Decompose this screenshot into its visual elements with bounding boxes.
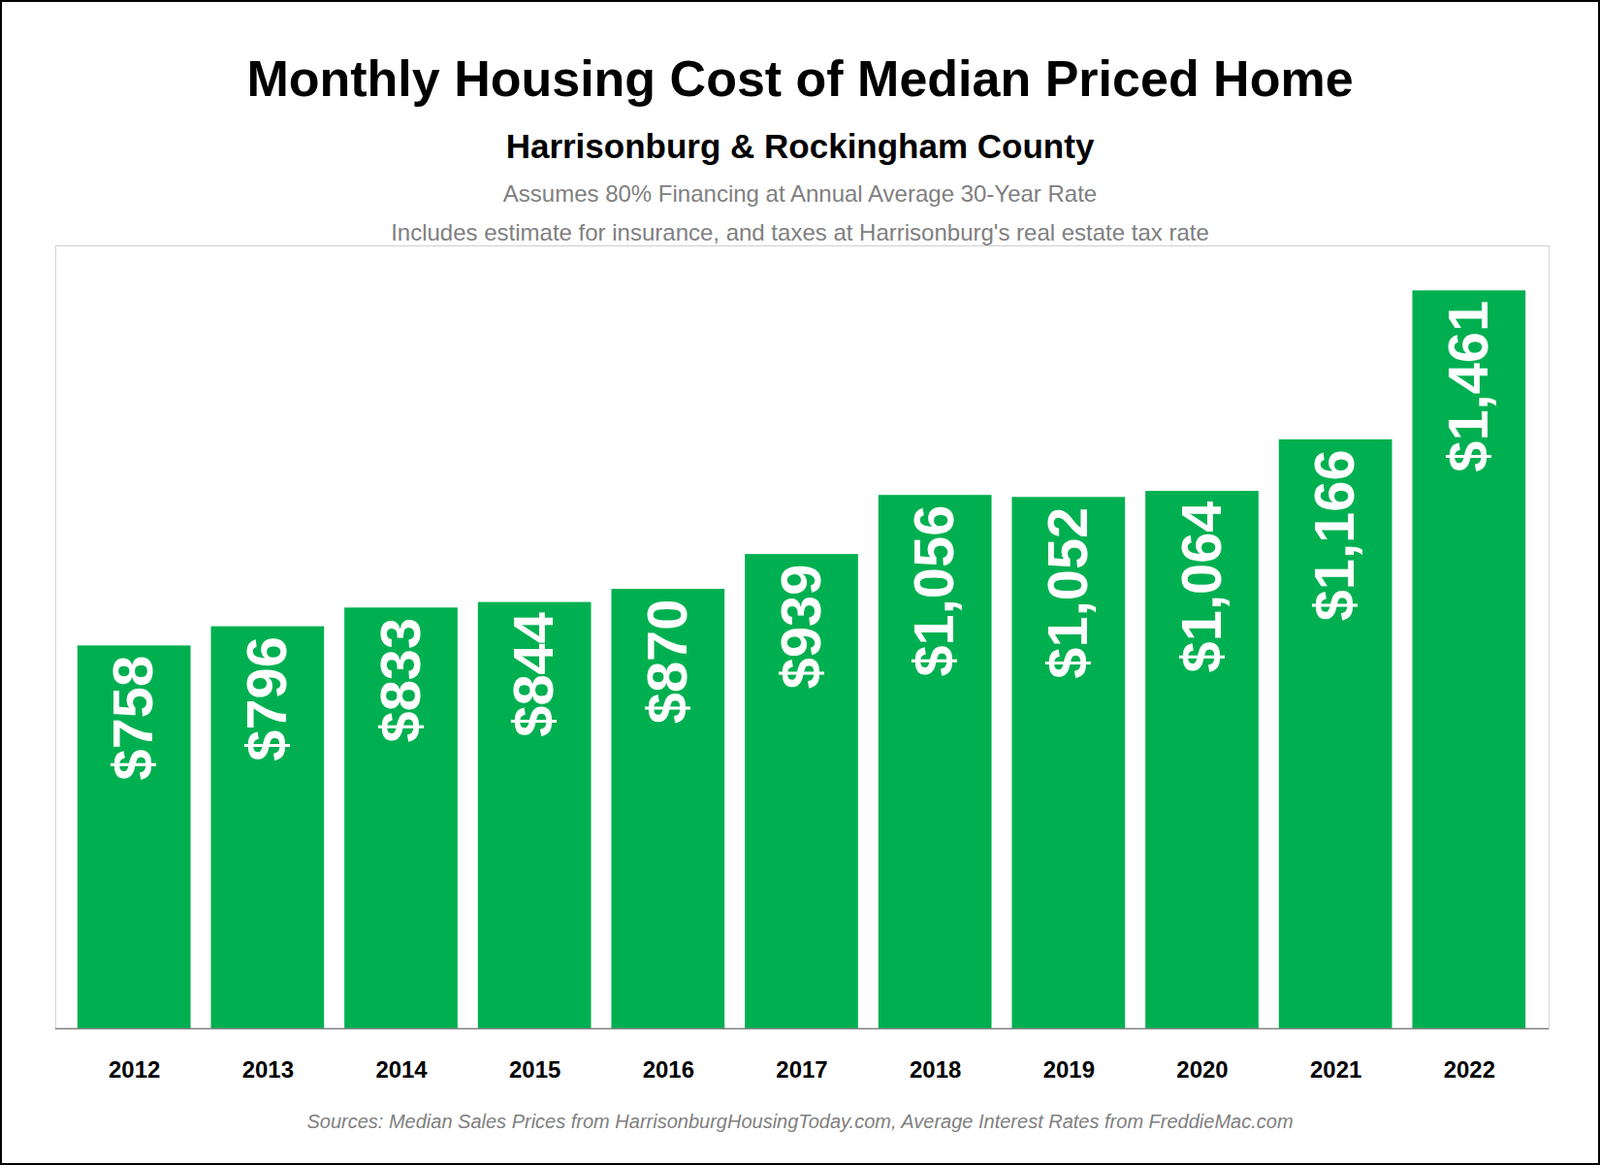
svg-text:2015: 2015 bbox=[509, 1056, 561, 1083]
svg-text:$844: $844 bbox=[502, 611, 565, 737]
svg-text:2021: 2021 bbox=[1310, 1056, 1362, 1083]
html-text:Includes estimate for insuranc: Includes estimate for insurance, and tax… bbox=[390, 219, 1210, 246]
svg-text:$833: $833 bbox=[369, 617, 432, 743]
svg-text:$1,056: $1,056 bbox=[902, 505, 965, 677]
svg-text:$1,166: $1,166 bbox=[1303, 448, 1366, 621]
svg-text:2017: 2017 bbox=[775, 1056, 828, 1083]
svg-text:2019: 2019 bbox=[1043, 1056, 1095, 1083]
svg-text:$939: $939 bbox=[769, 564, 832, 690]
svg-text:2018: 2018 bbox=[909, 1056, 961, 1083]
html-text:Monthly Housing Cost of Median: Monthly Housing Cost of Median Priced Ho… bbox=[246, 50, 1354, 107]
svg-text:2014: 2014 bbox=[375, 1056, 428, 1083]
svg-text:2012: 2012 bbox=[108, 1056, 160, 1083]
html-text:Assumes 80% Financing at Annua: Assumes 80% Financing at Annual Average … bbox=[503, 180, 1097, 207]
html-text:Harrisonburg & Rockingham Coun: Harrisonburg & Rockingham County bbox=[505, 127, 1095, 165]
svg-text:$1,461: $1,461 bbox=[1437, 300, 1500, 473]
html-text:Sources: Median Sales Prices f: Sources: Median Sales Prices from Harris… bbox=[306, 1110, 1294, 1132]
svg-text:2016: 2016 bbox=[642, 1056, 695, 1083]
svg-text:$870: $870 bbox=[636, 599, 699, 725]
svg-text:$1,052: $1,052 bbox=[1036, 507, 1099, 679]
svg-text:2022: 2022 bbox=[1443, 1056, 1496, 1083]
svg-text:$758: $758 bbox=[101, 655, 164, 781]
svg-text:2013: 2013 bbox=[242, 1056, 294, 1083]
svg-text:2020: 2020 bbox=[1176, 1056, 1228, 1083]
svg-text:$796: $796 bbox=[235, 636, 298, 762]
svg-text:$1,064: $1,064 bbox=[1170, 501, 1233, 673]
